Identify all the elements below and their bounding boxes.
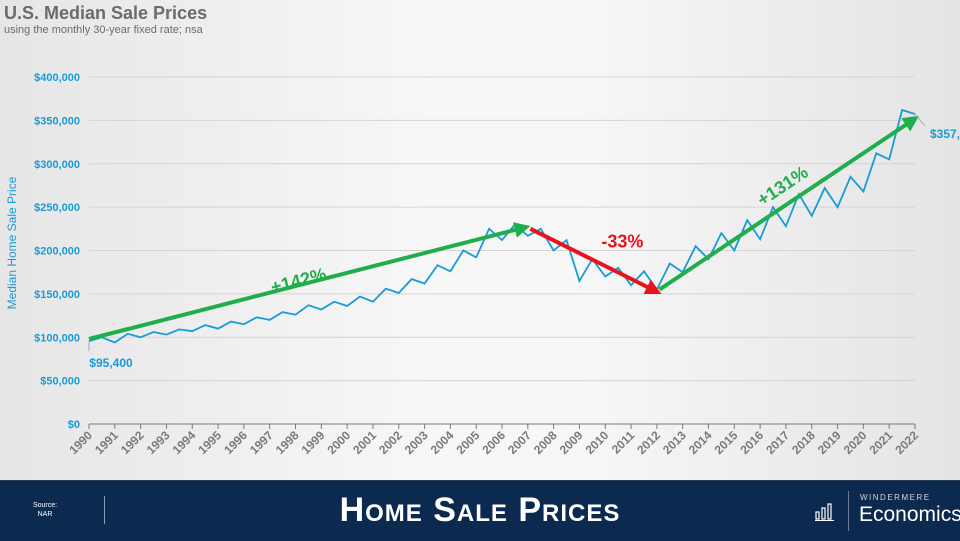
percent-change-label: +131% [754,162,812,210]
chart-title: U.S. Median Sale Prices [4,3,208,23]
y-tick-label: $400,000 [34,72,80,84]
decrease-arrow [529,227,662,295]
x-tick-label: 1995 [195,428,224,457]
price-chart: $0 $50,000 $100,000 $150,000 $200,000 $250,00… [5,72,960,457]
x-tick-label: 2009 [557,428,586,457]
divider [104,496,105,524]
source-note: Source: NAR [30,501,60,519]
footer-bar: Source: NAR Home Sale Prices WINDERMERE … [0,480,960,541]
percent-change-label: -33% [601,232,643,252]
increase-arrow [658,115,920,292]
x-tick-label: 1993 [144,428,173,457]
x-tick-label: 2004 [428,428,457,457]
x-tick-label: 2008 [531,428,560,457]
y-tick-label: $100,000 [34,332,80,344]
x-tick-label: 2006 [479,428,508,457]
percent-change-label: +142% [269,264,329,297]
x-tick-label: 2000 [324,428,353,457]
y-tick-label: $250,000 [34,202,80,214]
data-label-leader [914,113,926,127]
y-tick-label: $0 [68,419,80,431]
x-tick-label: 1999 [299,428,328,457]
x-tick-label: 2007 [505,428,534,457]
data-label: $95,400 [89,356,133,370]
y-tick-label: $300,000 [34,159,80,171]
bar-chart-logo-icon [815,503,834,521]
x-tick-label: 1991 [92,428,121,457]
x-tick-label: 1997 [247,428,276,457]
y-axis-label: Median Home Sale Price [5,176,19,309]
y-tick-label: $150,000 [34,289,80,301]
x-tick-label: 2010 [583,428,612,457]
price-line [88,108,916,344]
x-tick-label: 2020 [841,428,870,457]
x-tick-label: 1990 [66,428,95,457]
x-tick-label: 2001 [350,428,379,457]
x-tick-label: 1998 [273,428,302,457]
x-tick-label: 2013 [660,428,689,457]
y-tick-label: $50,000 [40,376,80,388]
x-tick-label: 2017 [763,428,792,457]
x-tick-label: 1992 [118,428,147,457]
x-tick-label: 2018 [789,428,818,457]
logo-divider [848,491,849,531]
x-tick-label: 2002 [376,428,405,457]
y-tick-label: $200,000 [34,246,80,258]
x-tick-label: 2014 [686,428,715,457]
x-tick-label: 2015 [712,428,741,457]
x-tick-label: 2012 [634,428,663,457]
x-tick-label: 2019 [815,428,844,457]
increase-arrow [88,222,531,341]
x-tick-label: 2022 [892,428,921,457]
logo-economics: Economics [859,503,960,526]
x-tick-label: 2021 [867,428,896,457]
data-label: $357,300 [930,127,960,141]
chart-subtitle: using the monthly 30-year fixed rate; ns… [4,24,203,36]
x-tick-label: 2011 [609,428,638,457]
x-tick-label: 2016 [737,428,766,457]
y-tick-label: $350,000 [34,115,80,127]
x-tick-label: 1996 [221,428,250,457]
x-tick-label: 2003 [402,428,431,457]
source-value: NAR [37,511,53,518]
source-label: Source: [32,502,58,509]
logo-windermere: WINDERMERE [860,493,931,502]
x-tick-label: 1994 [170,428,199,457]
x-tick-label: 2005 [454,428,483,457]
slide-title: Home Sale Prices [339,491,621,529]
